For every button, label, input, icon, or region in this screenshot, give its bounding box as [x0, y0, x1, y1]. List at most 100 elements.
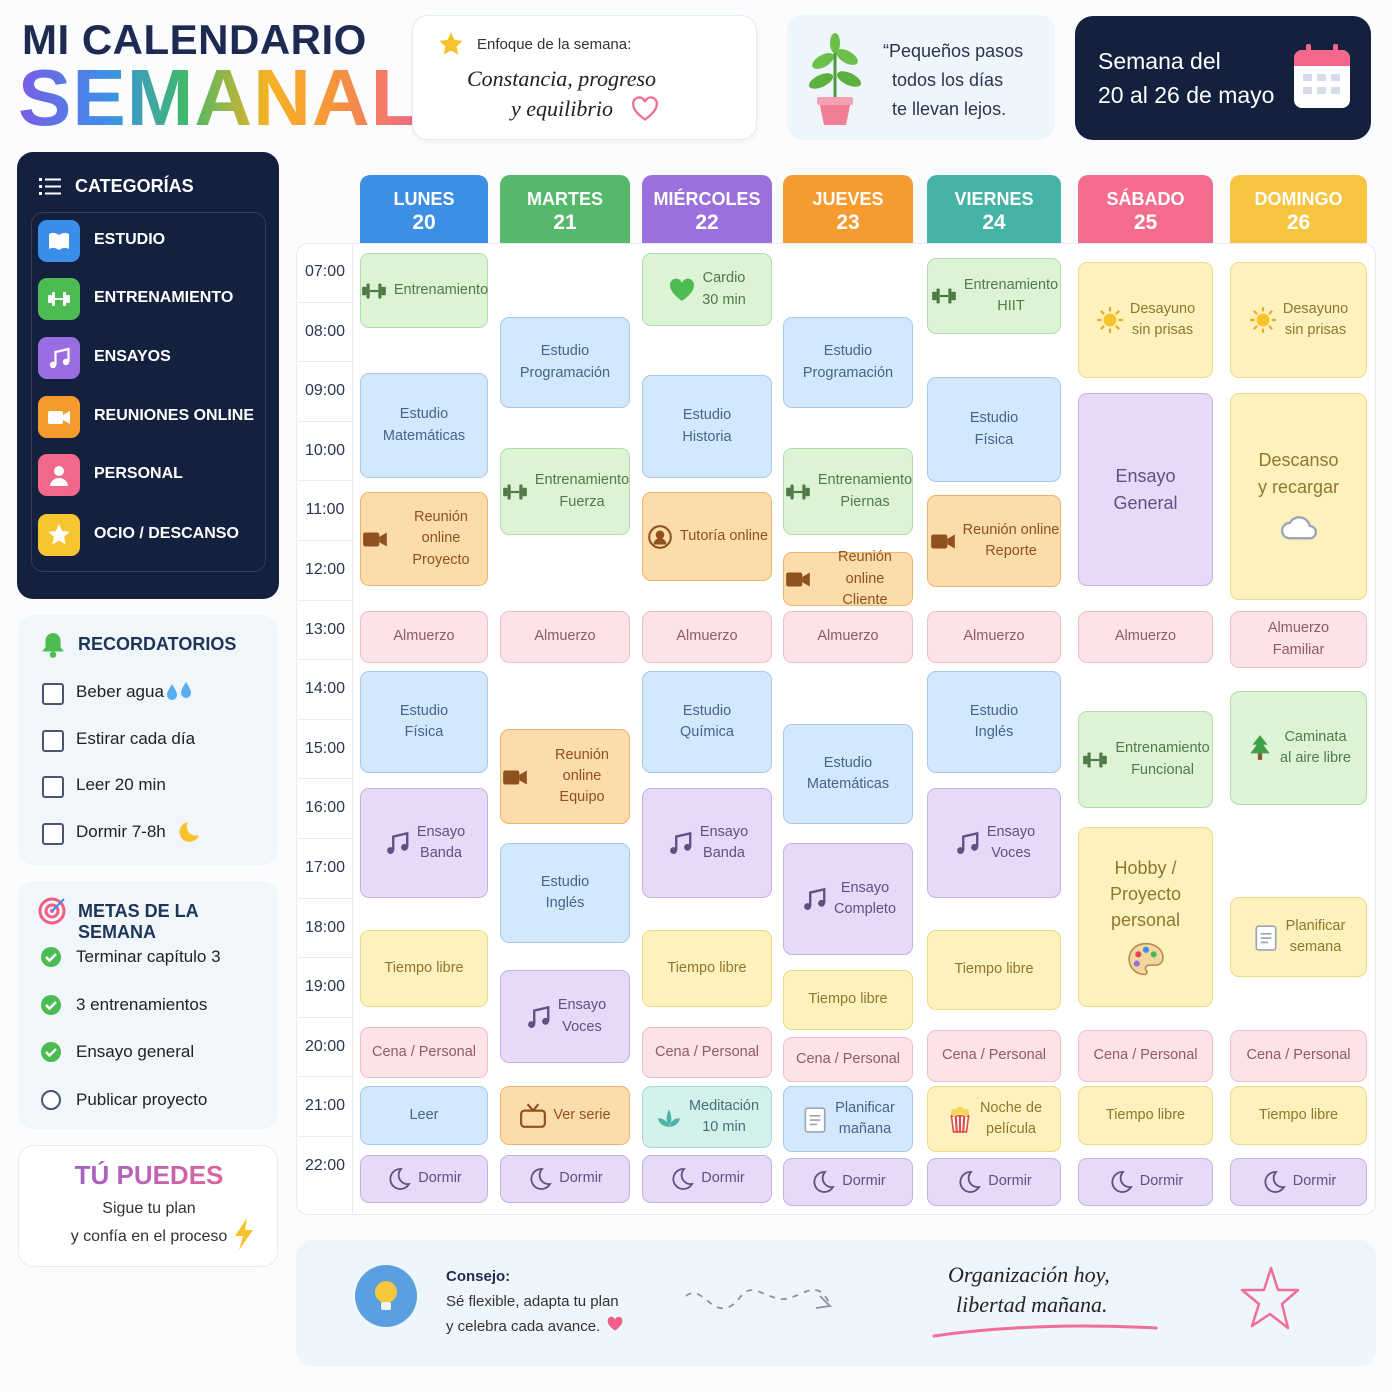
event-text: Estudio Física	[400, 701, 448, 743]
hour-line	[298, 1016, 353, 1018]
target-icon	[38, 897, 66, 925]
heart-icon	[607, 1316, 623, 1331]
event-line: Reunión online	[554, 746, 609, 784]
gym-icon	[1083, 751, 1108, 768]
event-text: Cena / Personal	[796, 1049, 900, 1070]
person-icon	[50, 466, 68, 486]
event-line: Reporte	[985, 543, 1037, 559]
event-line: Descanso	[1258, 450, 1339, 471]
event-text: Ensayo Voces	[987, 822, 1035, 864]
week-line: Semana del	[1098, 48, 1221, 74]
day-name: SÁBADO	[1106, 189, 1185, 209]
event-line: Estudio	[540, 873, 590, 890]
hour-line	[298, 480, 353, 482]
day-name: JUEVES	[812, 189, 884, 209]
day-header: DOMINGO 26	[1230, 175, 1367, 243]
reminder-text: Beber agua	[76, 682, 164, 701]
gym-icon	[48, 292, 70, 306]
event-line: Funcional	[1131, 761, 1194, 778]
reminder-text: Dormir 7-8h	[76, 821, 166, 841]
event: Caminata al aire libre	[1230, 691, 1367, 805]
event: Desayuno sin prisas	[1078, 262, 1213, 378]
event-text: Hobby / Proyecto personal	[1110, 855, 1181, 933]
tip-line: y celebra cada avance.	[446, 1318, 601, 1335]
event-text: Estudio Matemáticas	[807, 753, 889, 795]
event: Entrenamiento Piernas	[783, 448, 913, 535]
event: Almuerzo	[1078, 611, 1213, 663]
event-line: Inglés	[545, 895, 585, 911]
palette-icon	[1127, 942, 1164, 976]
event-line: Física	[974, 431, 1014, 448]
event-line: sin prisas	[1131, 322, 1194, 338]
day-name: MARTES	[527, 189, 603, 209]
event: Reunión online Proyecto	[360, 492, 488, 586]
day-header: JUEVES 23	[783, 175, 913, 243]
event-line: Ensayo	[699, 823, 749, 840]
event: Estudio Matemáticas	[783, 724, 913, 824]
tutor-icon	[648, 524, 672, 549]
event-line: Proyecto	[412, 551, 470, 568]
day-header: LUNES 20	[360, 175, 488, 243]
hour-line	[298, 361, 353, 363]
event-line: Ensayo	[557, 997, 607, 1014]
event-line: Fuerza	[559, 493, 605, 510]
event: Cena / Personal	[1078, 1030, 1213, 1082]
event-line: Planificar	[835, 1099, 895, 1116]
event-line: Tiempo libre	[808, 991, 888, 1008]
event-text: Estudio Química	[680, 701, 734, 743]
hour-label: 09:00	[304, 382, 346, 400]
day-name: MIÉRCOLES	[653, 189, 761, 209]
hour-label: 10:00	[304, 441, 346, 459]
event: Tiempo libre	[642, 930, 772, 1007]
gym-icon	[361, 282, 386, 299]
event-line: Reunión online	[837, 549, 892, 587]
event-line: Dormir	[988, 1173, 1032, 1190]
event-line: Ensayo	[840, 879, 890, 896]
event-text: Planificar semana	[1286, 916, 1346, 958]
hour-label: 07:00	[304, 263, 346, 280]
hour-line	[298, 1136, 353, 1137]
checkbox	[42, 776, 64, 798]
goals-panel: METAS DE LA SEMANA Terminar capítulo 3 3 …	[18, 881, 278, 1129]
event: Desayuno sin prisas	[1230, 262, 1367, 378]
moon-icon	[389, 1168, 411, 1190]
event-text: Tiempo libre	[1106, 1105, 1185, 1126]
event-text: Ensayo Completo	[834, 878, 896, 920]
hour-line	[298, 420, 353, 422]
motivation-line: y confía en el proceso	[70, 1228, 228, 1245]
hour-label: 16:00	[304, 799, 346, 817]
event-text: Almuerzo	[817, 626, 878, 647]
event-text: Desayuno sin prisas	[1130, 299, 1195, 341]
event-text: Reunión online Equipo	[535, 745, 629, 808]
bolt-icon	[235, 1218, 253, 1250]
hour-label: 20:00	[304, 1037, 346, 1055]
event: Cena / Personal	[927, 1030, 1061, 1082]
category-label: PERSONAL	[94, 465, 183, 482]
checkbox	[42, 729, 64, 752]
event-line: General	[1113, 492, 1178, 513]
event-text: Entrenamiento Funcional	[1115, 738, 1209, 780]
check-open	[41, 1089, 61, 1110]
focus-text: y equilibrio	[511, 96, 614, 121]
event: Dormir	[500, 1155, 630, 1203]
event-line: Leer	[409, 1106, 439, 1123]
event-line: Cena / Personal	[796, 1050, 900, 1067]
heart-icon	[670, 278, 695, 301]
motivation-title: TÚ PUEDES	[19, 1160, 279, 1191]
event-text: Tiempo libre	[667, 958, 746, 979]
hour-label: 15:00	[304, 739, 346, 757]
list-icon	[39, 178, 61, 195]
event-line: 10 min	[702, 1119, 746, 1135]
event-text: Descanso y recargar	[1258, 447, 1339, 499]
event: Entrenamiento Fuerza	[500, 448, 630, 535]
categories-box	[31, 212, 266, 572]
day-number: 24	[982, 211, 1006, 234]
focus-card: Enfoque de la semana: Constancia, progre…	[412, 15, 757, 140]
event: Estudio Historia	[642, 375, 772, 478]
event-line: Entrenamiento	[393, 281, 489, 298]
event: Ensayo Banda	[642, 788, 772, 898]
event: Noche de película	[927, 1086, 1061, 1152]
day-name: VIERNES	[954, 189, 1034, 209]
event-line: al aire libre	[1280, 750, 1351, 766]
day-number: 20	[412, 211, 436, 234]
